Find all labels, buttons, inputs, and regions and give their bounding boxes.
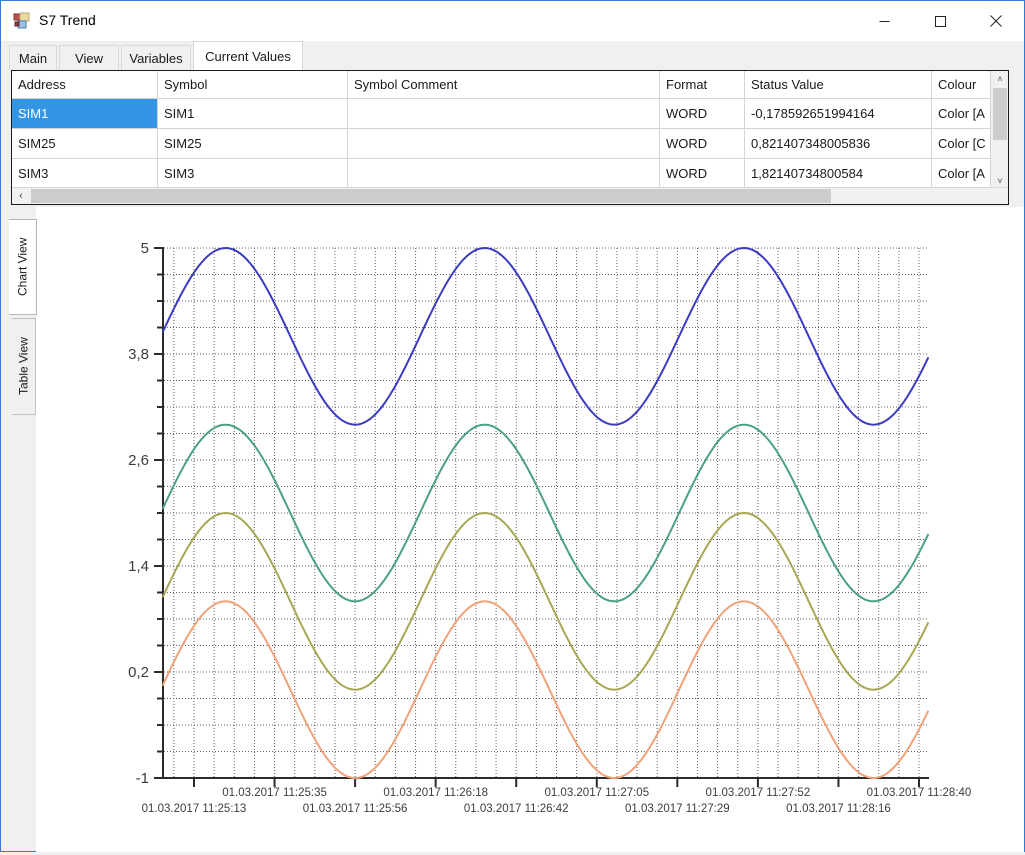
app-window: { "window": { "title": "S7 Trend", "cont… xyxy=(0,0,1025,852)
cell-symbol-comment[interactable] xyxy=(348,129,660,158)
main-tab-strip: Main View Variables Current Values xyxy=(1,41,1024,70)
cell-colour[interactable]: Color [A xyxy=(932,99,990,128)
svg-text:1,4: 1,4 xyxy=(128,558,149,575)
table-vertical-scrollbar[interactable]: ˄ ˅ xyxy=(990,71,1008,189)
trend-chart-svg: 5 3,8 2,6 1,4 0,2 -1 01.03.2017 11:25:13 01.03.… xyxy=(36,207,1024,852)
maximize-button[interactable] xyxy=(912,1,968,41)
svg-text:01.03.2017 11:27:05: 01.03.2017 11:27:05 xyxy=(544,787,649,799)
tab-current-values-label: Current Values xyxy=(205,49,291,64)
cell-address[interactable]: SIM3 xyxy=(12,159,158,188)
minimize-button[interactable] xyxy=(856,1,912,41)
svg-text:01.03.2017 11:27:29: 01.03.2017 11:27:29 xyxy=(625,803,730,815)
svg-text:01.03.2017 11:26:42: 01.03.2017 11:26:42 xyxy=(464,803,569,815)
svg-text:5: 5 xyxy=(141,240,149,257)
tab-view-label: View xyxy=(75,51,103,66)
svg-text:01.03.2017 11:27:52: 01.03.2017 11:27:52 xyxy=(706,787,811,799)
svg-text:01.03.2017 11:28:16: 01.03.2017 11:28:16 xyxy=(786,803,891,815)
maximize-icon xyxy=(935,16,946,27)
scroll-up-icon[interactable]: ˄ xyxy=(991,71,1009,87)
table-row[interactable]: SIM25 SIM25 WORD 0,821407348005836 Color… xyxy=(12,129,990,159)
cell-symbol[interactable]: SIM1 xyxy=(158,99,348,128)
tab-variables-label: Variables xyxy=(129,51,182,66)
svg-text:01.03.2017 11:26:18: 01.03.2017 11:26:18 xyxy=(383,787,488,799)
tab-main-label: Main xyxy=(19,51,47,66)
variables-grid: Address Symbol Symbol Comment Format Sta… xyxy=(12,71,990,189)
svg-text:0,2: 0,2 xyxy=(128,664,149,681)
window-title: S7 Trend xyxy=(39,12,96,28)
app-icon xyxy=(13,12,31,30)
svg-text:2,6: 2,6 xyxy=(128,452,149,469)
table-row[interactable]: SIM3 SIM3 WORD 1,82140734800584 Color [A xyxy=(12,159,990,189)
tab-main[interactable]: Main xyxy=(9,45,57,70)
minimize-icon xyxy=(879,16,890,27)
column-header-address[interactable]: Address xyxy=(12,71,158,98)
vertical-scroll-thumb[interactable] xyxy=(993,88,1007,140)
side-tab-table-view[interactable]: Table View xyxy=(12,318,36,415)
column-header-status-value[interactable]: Status Value xyxy=(745,71,932,98)
svg-text:01.03.2017 11:25:56: 01.03.2017 11:25:56 xyxy=(303,803,408,815)
cell-status-value[interactable]: 1,82140734800584 xyxy=(745,159,932,188)
title-bar: S7 Trend xyxy=(1,1,1024,41)
tab-current-values[interactable]: Current Values xyxy=(193,41,303,70)
variables-table-panel: Address Symbol Symbol Comment Format Sta… xyxy=(11,70,1009,205)
column-header-symbol-comment[interactable]: Symbol Comment xyxy=(348,71,660,98)
caption-buttons xyxy=(856,1,1024,41)
cell-address[interactable]: SIM1 xyxy=(12,99,158,128)
side-tab-table-view-label: Table View xyxy=(17,338,31,396)
cell-colour[interactable]: Color [C xyxy=(932,129,990,158)
tab-view[interactable]: View xyxy=(59,45,119,70)
side-tab-chart-view[interactable]: Chart View xyxy=(9,219,37,315)
side-tab-chart-view-label: Chart View xyxy=(16,238,30,296)
cell-symbol-comment[interactable] xyxy=(348,99,660,128)
chart-view-page: 5 3,8 2,6 1,4 0,2 -1 01.03.2017 11:25:13 01.03.… xyxy=(36,207,1024,852)
cell-status-value[interactable]: -0,178592651994164 xyxy=(745,99,932,128)
svg-text:-1: -1 xyxy=(136,770,149,787)
table-horizontal-scrollbar[interactable]: ‹ xyxy=(12,187,1008,204)
column-header-format[interactable]: Format xyxy=(660,71,745,98)
horizontal-scroll-thumb[interactable] xyxy=(31,189,831,203)
close-button[interactable] xyxy=(968,1,1024,41)
cell-symbol[interactable]: SIM3 xyxy=(158,159,348,188)
table-row[interactable]: SIM1 SIM1 WORD -0,178592651994164 Color … xyxy=(12,99,990,129)
scroll-left-icon[interactable]: ‹ xyxy=(12,188,30,204)
svg-text:01.03.2017 11:25:35: 01.03.2017 11:25:35 xyxy=(222,787,327,799)
cell-format[interactable]: WORD xyxy=(660,159,745,188)
svg-text:01.03.2017 11:28:40: 01.03.2017 11:28:40 xyxy=(867,787,972,799)
column-header-colour[interactable]: Colour xyxy=(932,71,990,98)
cell-format[interactable]: WORD xyxy=(660,99,745,128)
cell-symbol-comment[interactable] xyxy=(348,159,660,188)
svg-text:3,8: 3,8 xyxy=(128,346,149,363)
column-header-symbol[interactable]: Symbol xyxy=(158,71,348,98)
cell-status-value[interactable]: 0,821407348005836 xyxy=(745,129,932,158)
tab-variables[interactable]: Variables xyxy=(121,45,191,70)
cell-address[interactable]: SIM25 xyxy=(12,129,158,158)
cell-format[interactable]: WORD xyxy=(660,129,745,158)
cell-symbol[interactable]: SIM25 xyxy=(158,129,348,158)
grid-header-row: Address Symbol Symbol Comment Format Sta… xyxy=(12,71,990,99)
close-icon xyxy=(990,15,1002,27)
cell-colour[interactable]: Color [A xyxy=(932,159,990,188)
svg-text:01.03.2017 11:25:13: 01.03.2017 11:25:13 xyxy=(142,803,247,815)
